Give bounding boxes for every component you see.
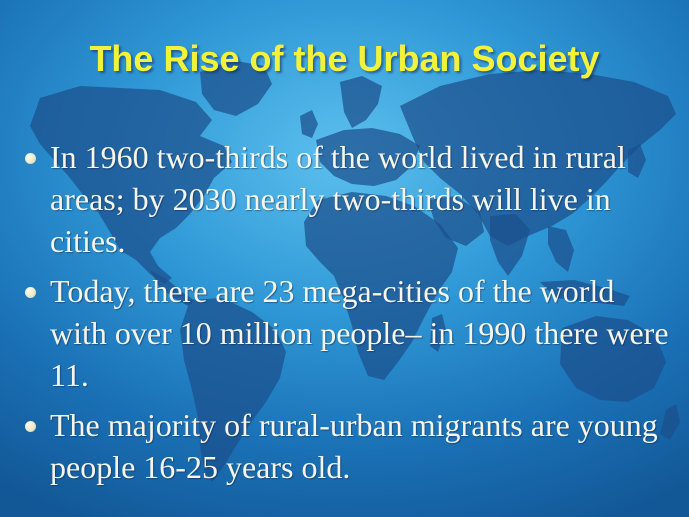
europe-shape	[316, 128, 420, 186]
bullet-text: In 1960 two-thirds of the world lived in…	[50, 139, 626, 259]
bullet-item: In 1960 two-thirds of the world lived in…	[20, 136, 670, 262]
british-isles-shape	[300, 110, 318, 138]
bullet-item: Today, there are 23 mega-cities of the w…	[20, 270, 670, 396]
new-zealand-shape	[660, 404, 680, 440]
indonesia-shape	[540, 280, 630, 306]
scandinavia-shape	[340, 76, 382, 128]
central-america-shape	[150, 270, 194, 306]
bullet-item: The majority of rural-urban migrants are…	[20, 404, 670, 488]
southeast-asia-shape	[548, 226, 574, 272]
africa-shape	[304, 192, 458, 380]
bullet-text: The majority of rural-urban migrants are…	[50, 407, 658, 485]
asia-shape	[400, 70, 676, 246]
bullet-dot-icon	[25, 287, 36, 298]
australia-shape	[560, 316, 666, 402]
slide-title: The Rise of the Urban Society	[89, 38, 600, 79]
greenland-shape	[200, 60, 272, 116]
bullet-text: Today, there are 23 mega-cities of the w…	[50, 273, 669, 393]
bullet-dot-icon	[25, 153, 36, 164]
south-america-shape	[180, 298, 286, 482]
arabia-shape	[428, 196, 484, 246]
bullet-dot-icon	[25, 421, 36, 432]
madagascar-shape	[430, 314, 446, 352]
japan-shape	[628, 144, 646, 178]
north-america-shape	[30, 86, 232, 284]
bullet-list: In 1960 two-thirds of the world lived in…	[20, 136, 670, 496]
india-shape	[490, 214, 530, 276]
